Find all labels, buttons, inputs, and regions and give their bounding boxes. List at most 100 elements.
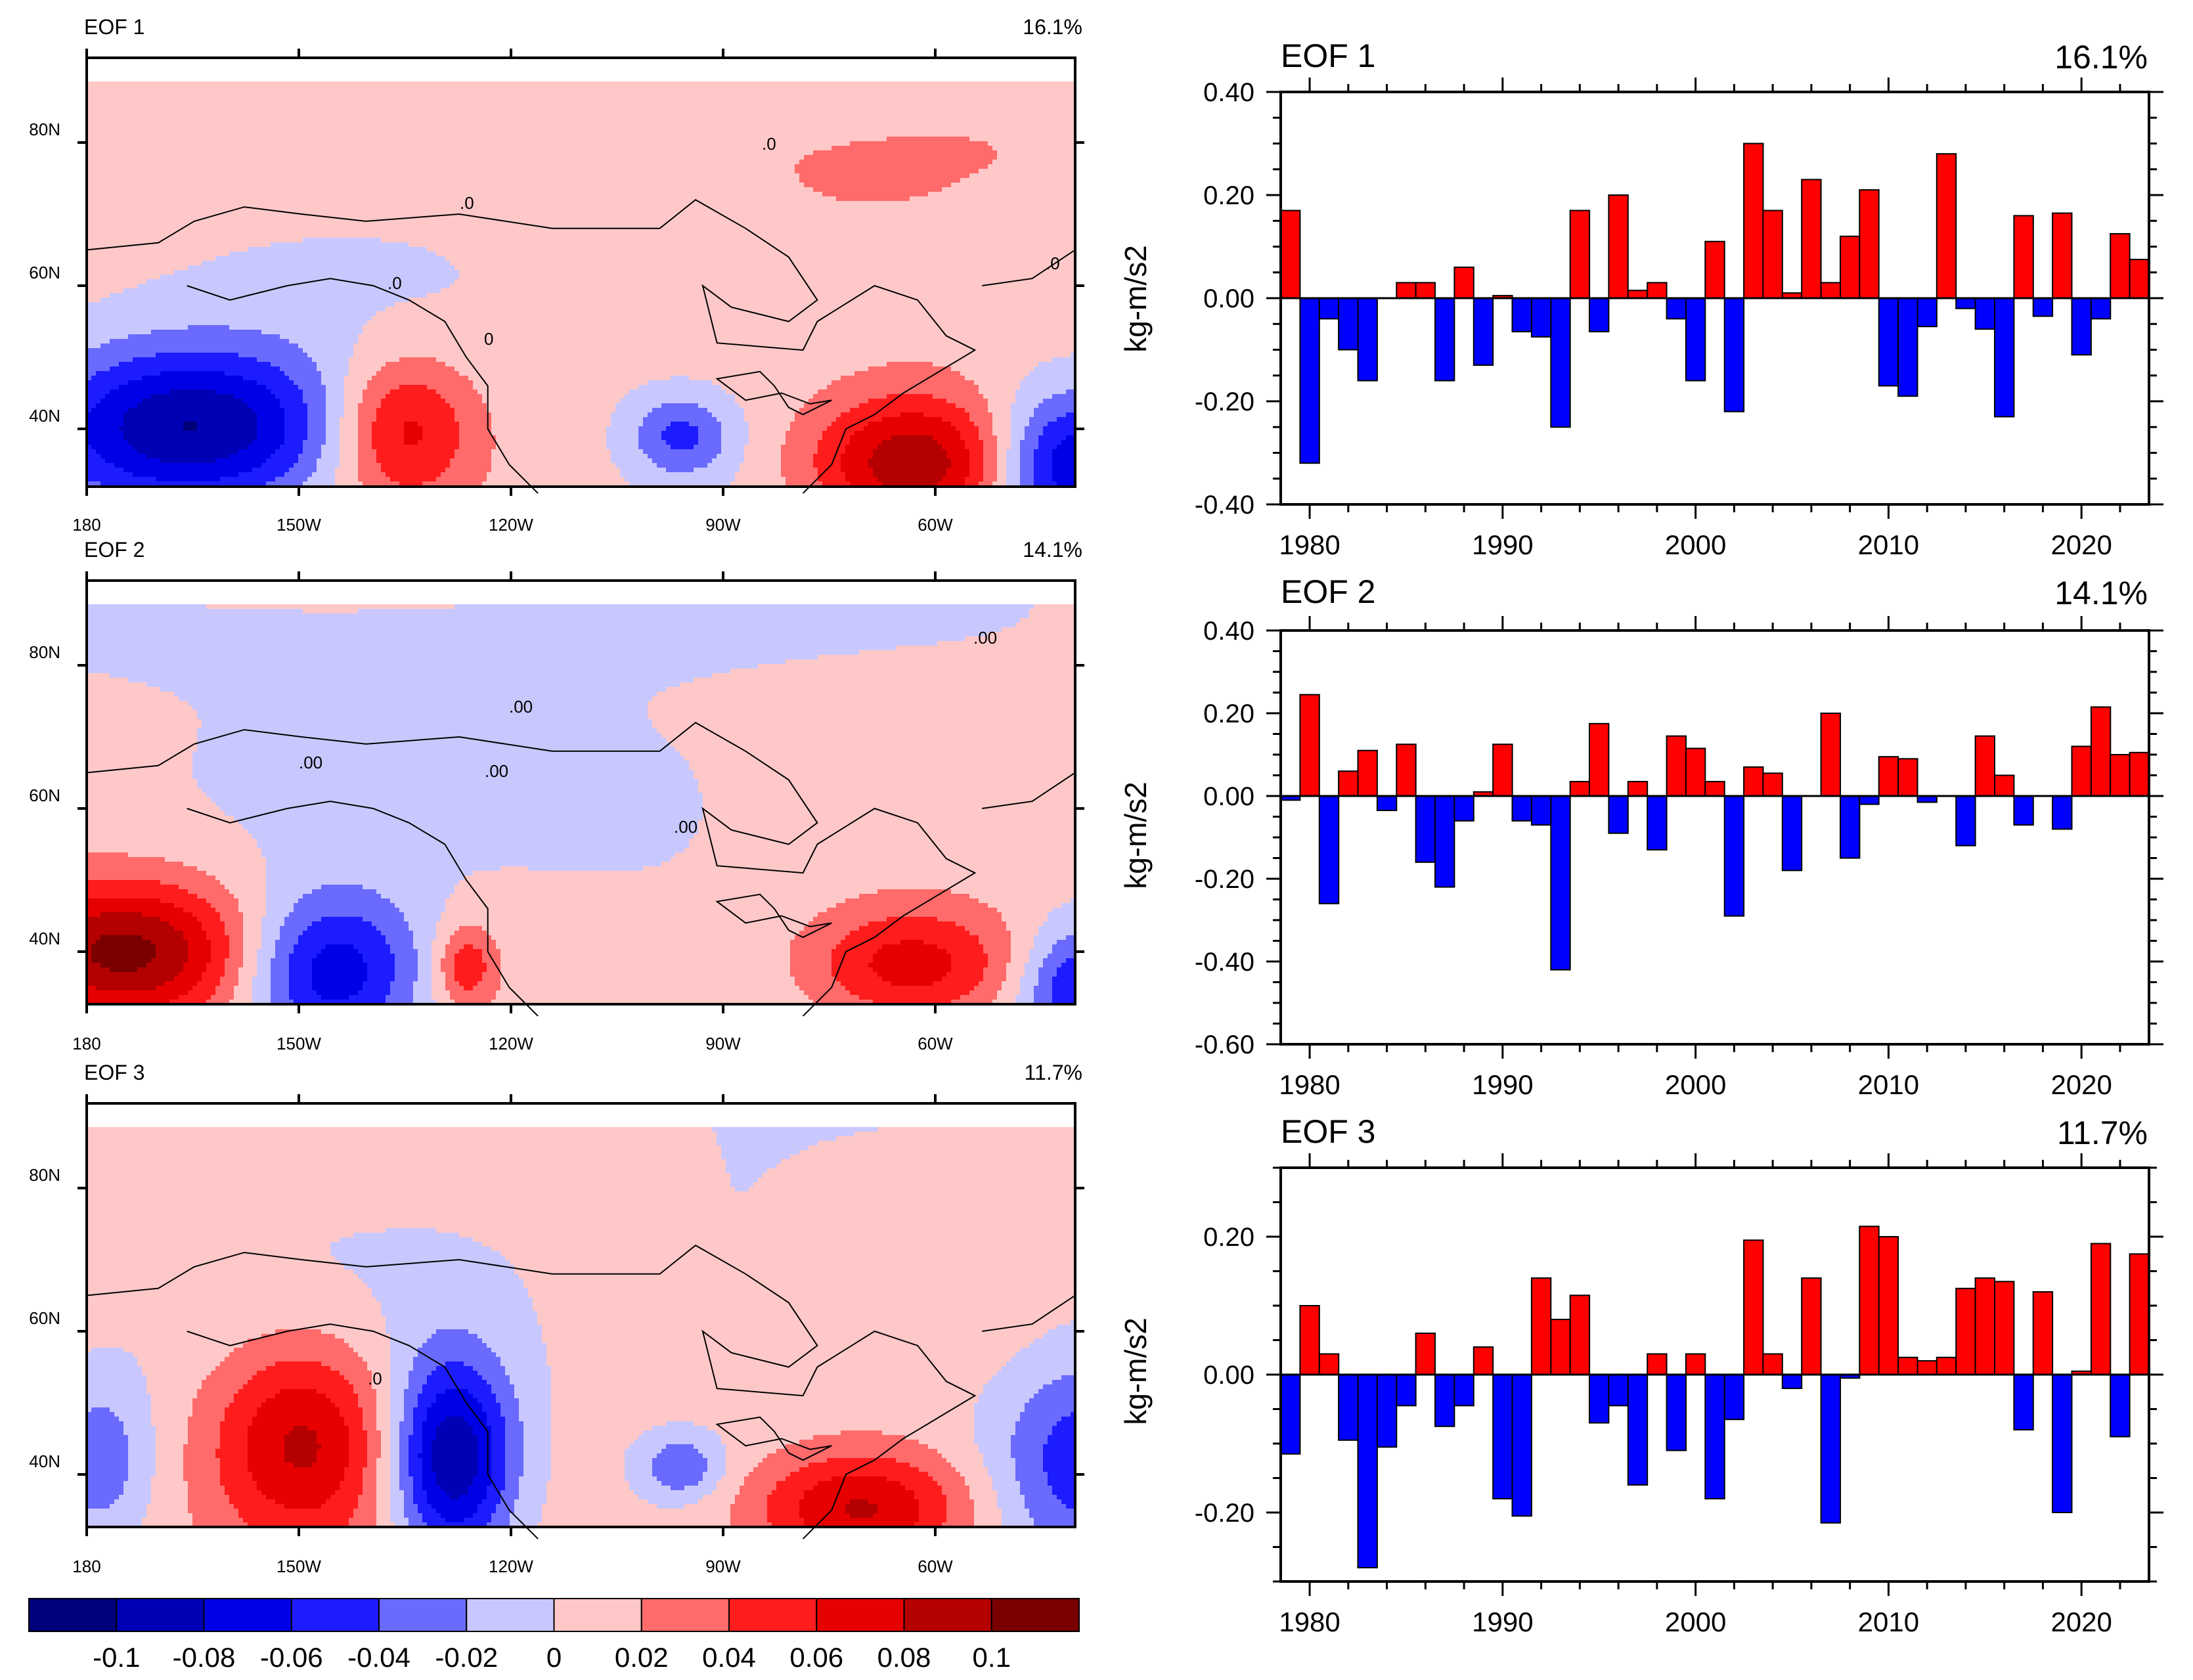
field-cell [960, 100, 965, 105]
field-cell [583, 100, 588, 105]
field-cell [891, 95, 897, 100]
field-cell [91, 104, 97, 110]
field-cell [900, 86, 906, 91]
field-cell [781, 91, 786, 96]
field-cell [969, 100, 975, 105]
field-cell [648, 91, 653, 96]
field-cell [533, 86, 538, 91]
field-cell [974, 91, 979, 96]
field-cell [992, 95, 998, 100]
field-cell [974, 81, 979, 87]
field-cell [459, 86, 464, 91]
field-cell [900, 100, 906, 105]
field-cell [836, 81, 841, 87]
field-cell [363, 95, 368, 100]
field-cell [156, 86, 161, 91]
field-cell [597, 100, 602, 105]
field-cell [1043, 86, 1048, 91]
field-cell [652, 95, 657, 100]
field-cell [841, 81, 846, 87]
field-cell [546, 86, 552, 91]
field-cell [441, 100, 446, 105]
field-cell [133, 86, 138, 91]
field-cell [307, 86, 313, 91]
field-cell [864, 95, 869, 100]
field-cell [436, 81, 441, 87]
field-cell [611, 100, 616, 105]
field-cell [459, 91, 464, 96]
field-cell [983, 100, 988, 105]
field-cell [951, 95, 956, 100]
field-cell [560, 100, 565, 105]
field-cell [248, 100, 253, 105]
field-cell [1048, 95, 1053, 100]
field-cell [289, 100, 294, 105]
field-cell [477, 91, 483, 96]
field-cell [372, 95, 377, 100]
field-cell [119, 104, 124, 110]
field-cell [565, 86, 570, 91]
field-cell [1066, 100, 1071, 105]
field-cell [220, 91, 225, 96]
field-cell [579, 91, 584, 96]
field-cell [142, 95, 147, 100]
field-cell [809, 86, 814, 91]
field-cell [174, 95, 179, 100]
field-cell [661, 95, 667, 100]
field-cell [592, 100, 598, 105]
field-cell [675, 100, 680, 105]
field-cell [188, 91, 193, 96]
field-cell [427, 86, 432, 91]
field-cell [363, 91, 368, 96]
field-cell [620, 86, 625, 91]
field-cell [266, 86, 271, 91]
field-cell [266, 95, 271, 100]
field-cell [951, 81, 956, 87]
field-cell [675, 81, 680, 87]
field-cell [409, 91, 414, 96]
field-cell [712, 95, 717, 100]
field-cell [560, 86, 565, 91]
field-cell [551, 100, 556, 105]
field-cell [160, 81, 166, 87]
field-cell [280, 91, 285, 96]
field-cell [330, 95, 336, 100]
field-cell [592, 81, 598, 87]
field-cell [404, 95, 409, 100]
field-cell [1011, 100, 1016, 105]
field-cell [960, 91, 965, 96]
field-cell [128, 104, 133, 110]
field-cell [988, 81, 993, 87]
field-cell [422, 81, 428, 87]
field-cell [238, 86, 244, 91]
field-cell [795, 91, 800, 96]
field-cell [864, 100, 869, 105]
field-cell [822, 81, 828, 87]
field-cell [454, 91, 460, 96]
field-cell [133, 81, 138, 87]
field-cell [165, 91, 170, 96]
field-cell [625, 91, 630, 96]
field-cell [537, 95, 543, 100]
field-cell [275, 86, 280, 91]
field-cell [165, 100, 170, 105]
field-cell [882, 91, 887, 96]
field-cell [914, 81, 919, 87]
field-cell [689, 81, 694, 87]
field-cell [974, 95, 979, 100]
field-cell [919, 100, 924, 105]
field-cell [303, 100, 308, 105]
field-cell [432, 91, 437, 96]
field-cell [100, 81, 106, 87]
field-cell [988, 91, 993, 96]
field-cell [946, 81, 952, 87]
field-cell [1025, 91, 1030, 96]
field-cell [243, 86, 248, 91]
field-cell [749, 86, 754, 91]
field-cell [482, 100, 487, 105]
field-cell [666, 81, 671, 87]
field-cell [799, 81, 805, 87]
field-cell [390, 81, 395, 87]
field-cell [983, 86, 988, 91]
field-cell [542, 95, 547, 100]
